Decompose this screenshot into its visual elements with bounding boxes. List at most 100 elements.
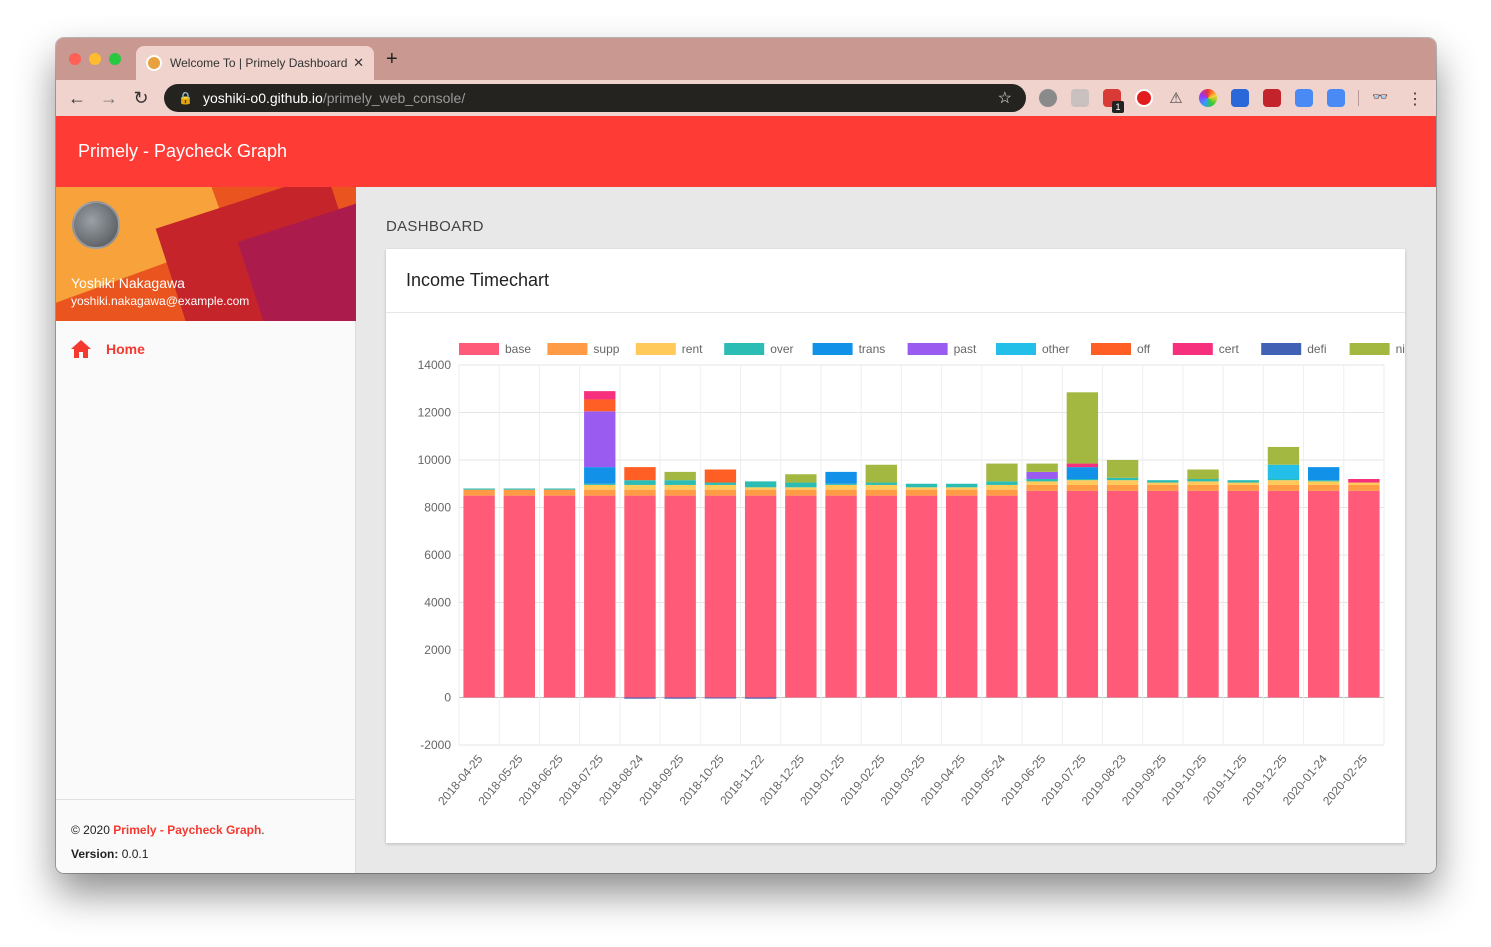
user-email: yoshiki.nakagawa@example.com bbox=[71, 294, 250, 308]
legend-label-past: past bbox=[954, 342, 977, 356]
bar-over-2019-05-24 bbox=[986, 481, 1018, 485]
legend-label-rent: rent bbox=[682, 342, 703, 356]
copyright-text: © 2020 bbox=[71, 823, 110, 837]
browser-tab[interactable]: Welcome To | Primely Dashboard ✕ bbox=[136, 46, 374, 80]
minimize-window-button[interactable] bbox=[89, 53, 101, 65]
bar-supp-2019-01-25 bbox=[825, 489, 857, 496]
legend-swatch-supp bbox=[547, 343, 588, 355]
translate-icon[interactable] bbox=[1327, 89, 1345, 107]
bar-defi-2018-11-22 bbox=[744, 697, 777, 699]
legend-swatch-base bbox=[459, 343, 499, 355]
close-window-button[interactable] bbox=[69, 53, 81, 65]
bar-supp-2019-04-25 bbox=[946, 489, 978, 496]
legend-swatch-cert bbox=[1172, 343, 1213, 355]
legend-label-supp: supp bbox=[593, 342, 619, 356]
profile-glasses-icon[interactable]: 👓 bbox=[1372, 89, 1389, 104]
pocket-icon[interactable] bbox=[1071, 89, 1089, 107]
bar-base-2019-11-25 bbox=[1227, 490, 1259, 698]
bar-supp-2018-08-24 bbox=[624, 489, 656, 496]
bar-rent-2020-02-25 bbox=[1348, 482, 1380, 485]
version-label: Version: bbox=[71, 847, 119, 861]
page-title: DASHBOARD bbox=[386, 218, 484, 235]
bar-over-2018-07-25 bbox=[584, 483, 616, 485]
bar-over-2020-01-24 bbox=[1307, 480, 1340, 482]
bar-rent-2019-01-25 bbox=[825, 484, 857, 490]
menu-dots-icon[interactable]: ⋮ bbox=[1407, 91, 1423, 108]
reload-icon[interactable]: ↻ bbox=[133, 87, 149, 108]
bar-night-2019-08-23 bbox=[1106, 460, 1139, 478]
extension-icon[interactable] bbox=[1039, 89, 1057, 107]
bar-over-2018-09-25 bbox=[664, 480, 696, 485]
browser-toolbar: ← → ↻ 🔒 yoshiki-o0.github.io /primely_we… bbox=[56, 80, 1436, 116]
browser-window: Welcome To | Primely Dashboard ✕ + ← → ↻… bbox=[56, 38, 1436, 873]
copyright-line: © 2020 Primely - Paycheck Graph. bbox=[71, 818, 341, 842]
bar-base-2019-10-25 bbox=[1187, 490, 1219, 698]
bar-supp-2018-12-25 bbox=[785, 489, 817, 496]
window-resizer-icon[interactable] bbox=[1231, 89, 1249, 107]
close-tab-icon[interactable]: ✕ bbox=[353, 55, 364, 70]
back-icon[interactable]: ← bbox=[68, 87, 86, 108]
bar-over-2019-02-25 bbox=[865, 482, 897, 485]
bar-over-2019-09-25 bbox=[1147, 480, 1179, 483]
bar-supp-2019-08-23 bbox=[1106, 484, 1139, 491]
url-path: /primely_web_console/ bbox=[322, 90, 466, 106]
avatar[interactable] bbox=[72, 201, 120, 249]
sidebar-item-home[interactable]: Home bbox=[70, 339, 145, 359]
main-content: DASHBOARD Income Timechart base supp rent o… bbox=[356, 187, 1436, 873]
warning-icon[interactable]: ⚠ bbox=[1169, 90, 1183, 107]
copyright-period: . bbox=[261, 823, 265, 837]
browser-titlebar: Welcome To | Primely Dashboard ✕ + bbox=[56, 38, 1436, 80]
bar-supp-2019-07-25 bbox=[1066, 484, 1099, 491]
bar-over-2018-11-22 bbox=[744, 481, 777, 488]
bar-base-2019-04-25 bbox=[946, 495, 978, 698]
bar-base-2019-05-24 bbox=[986, 495, 1018, 698]
bar-over-2019-01-25 bbox=[825, 483, 857, 485]
y-tick-label: 8000 bbox=[424, 501, 451, 515]
bar-trans-2019-07-25 bbox=[1066, 467, 1099, 479]
adblock-icon[interactable] bbox=[1135, 89, 1153, 107]
url-host: yoshiki-o0.github.io bbox=[202, 90, 323, 106]
bar-over-2019-11-25 bbox=[1227, 480, 1259, 483]
bar-over-2019-04-25 bbox=[946, 483, 978, 488]
new-tab-button[interactable]: + bbox=[386, 48, 398, 70]
bar-past-2018-07-25 bbox=[584, 411, 616, 468]
rubyist-icon[interactable] bbox=[1263, 89, 1281, 107]
bar-night-2019-05-24 bbox=[986, 463, 1018, 482]
bar-base-2019-01-25 bbox=[825, 495, 857, 698]
bar-supp-2018-09-25 bbox=[664, 489, 696, 496]
bar-night-2019-12-25 bbox=[1267, 446, 1300, 465]
bar-night-2019-10-25 bbox=[1187, 469, 1219, 479]
bar-over-2019-07-25 bbox=[1066, 479, 1099, 481]
color-picker-icon[interactable] bbox=[1199, 89, 1217, 107]
window-controls bbox=[69, 53, 121, 65]
lock-icon: 🔒 bbox=[178, 91, 193, 105]
sidebar-item-label: Home bbox=[106, 341, 145, 357]
bar-rent-2019-05-24 bbox=[986, 484, 1018, 490]
bar-over-2018-05-25 bbox=[503, 488, 536, 490]
bar-supp-2019-05-24 bbox=[986, 489, 1018, 496]
forward-icon[interactable]: → bbox=[100, 87, 118, 108]
footer-brand-link[interactable]: Primely - Paycheck Graph bbox=[113, 823, 262, 837]
legend-swatch-rent bbox=[635, 343, 676, 355]
bar-supp-2018-05-25 bbox=[503, 489, 536, 496]
bar-base-2018-05-25 bbox=[503, 495, 536, 698]
address-bar[interactable]: 🔒 yoshiki-o0.github.io /primely_web_cons… bbox=[164, 84, 1026, 112]
bar-rent-2019-09-25 bbox=[1147, 482, 1179, 485]
google-extension-icon[interactable] bbox=[1295, 89, 1313, 107]
bar-supp-2018-07-25 bbox=[584, 489, 616, 496]
bar-base-2019-03-25 bbox=[905, 495, 938, 698]
bar-trans-2019-01-25 bbox=[825, 471, 857, 484]
legend-swatch-defi bbox=[1261, 343, 1302, 355]
maximize-window-button[interactable] bbox=[109, 53, 121, 65]
bar-defi-2018-08-24 bbox=[624, 697, 656, 699]
y-tick-label: 2000 bbox=[424, 643, 451, 657]
bar-base-2019-12-25 bbox=[1267, 490, 1300, 698]
bar-base-2018-08-24 bbox=[624, 495, 656, 698]
bar-rent-2019-11-25 bbox=[1227, 482, 1259, 485]
bar-base-2018-09-25 bbox=[664, 495, 696, 698]
bar-supp-2019-12-25 bbox=[1267, 484, 1300, 491]
y-tick-label: -2000 bbox=[420, 738, 451, 752]
bar-rent-2019-08-23 bbox=[1106, 480, 1139, 485]
bookmark-star-icon[interactable]: ☆ bbox=[997, 90, 1012, 107]
bar-rent-2019-02-25 bbox=[865, 484, 897, 490]
